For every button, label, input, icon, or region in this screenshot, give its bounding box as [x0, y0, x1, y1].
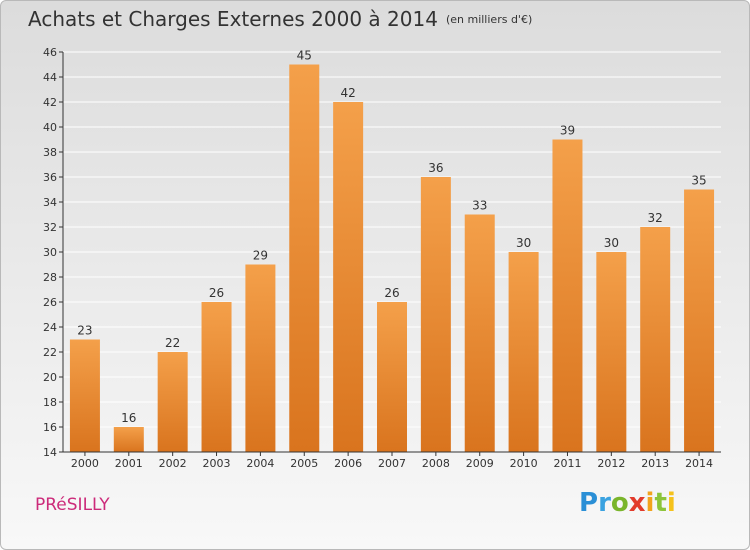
value-label: 32: [648, 211, 663, 225]
x-tick-label: 2013: [641, 457, 669, 470]
value-label: 33: [472, 199, 487, 213]
value-label: 29: [253, 249, 268, 263]
x-tick-label: 2010: [510, 457, 538, 470]
bar: [289, 64, 320, 452]
bars: [69, 64, 715, 452]
y-tick-label: 16: [43, 421, 57, 434]
bar: [684, 189, 715, 452]
value-label: 39: [560, 124, 575, 138]
bar: [596, 252, 627, 452]
bar: [377, 302, 407, 452]
bar: [464, 214, 495, 452]
logo-letter: P: [579, 488, 599, 518]
x-tick-label: 2008: [422, 457, 450, 470]
value-labels: 23 16 22 26 29 45 42 26 36 33 30 39 30 32 35: [77, 49, 706, 426]
value-label: 30: [516, 236, 531, 250]
value-label: 16: [121, 411, 136, 425]
bar: [113, 427, 144, 452]
y-tick-label: 44: [43, 71, 57, 84]
bar: [245, 264, 276, 452]
value-label: 45: [297, 49, 312, 63]
logo-letter: i: [645, 488, 655, 518]
x-tick-label: 2012: [597, 457, 625, 470]
y-tick-label: 30: [43, 246, 57, 259]
y-tick-label: 14: [43, 446, 57, 459]
value-label: 22: [165, 336, 180, 350]
y-tick-label: 28: [43, 271, 57, 284]
value-label: 36: [428, 161, 443, 175]
y-tick-label: 36: [43, 171, 57, 184]
x-tick-label: 2014: [685, 457, 713, 470]
axes: 14 16 18 20 22 24 26 28 30 32 34 36 38 40 42 44 46 2000 20…: [43, 46, 721, 470]
x-tick-label: 2007: [378, 457, 406, 470]
value-label: 42: [340, 86, 355, 100]
x-tick-label: 2002: [159, 457, 187, 470]
bar: [157, 352, 188, 452]
y-tick-label: 42: [43, 96, 57, 109]
chart-unit: (en milliers d'€): [445, 13, 533, 26]
y-tick-label: 34: [43, 196, 57, 209]
chart-title: Achats et Charges Externes 2000 à 2014 (e…: [28, 7, 532, 31]
y-tick-label: 38: [43, 146, 57, 159]
y-tick-label: 32: [43, 221, 57, 234]
x-tick-label: 2009: [466, 457, 494, 470]
bar: [69, 339, 100, 452]
y-tick-label: 20: [43, 371, 57, 384]
proxiti-logo[interactable]: Proxiti: [579, 488, 676, 518]
logo-letter: i: [666, 488, 676, 518]
y-tick-label: 46: [43, 46, 57, 59]
bar: [420, 177, 451, 452]
value-label: 26: [384, 286, 399, 300]
x-tick-label: 2006: [334, 457, 362, 470]
bar: [333, 102, 364, 452]
bar: [640, 227, 671, 452]
x-tick-label: 2001: [115, 457, 143, 470]
commune-name: PRéSILLY: [35, 495, 110, 515]
logo-letter: x: [628, 488, 646, 518]
x-tick-label: 2011: [553, 457, 581, 470]
y-tick-label: 26: [43, 296, 57, 309]
value-label: 35: [691, 174, 706, 188]
x-tick-label: 2005: [290, 457, 318, 470]
y-tick-label: 40: [43, 121, 57, 134]
x-tick-label: 2004: [246, 457, 274, 470]
value-label: 26: [209, 286, 224, 300]
x-tick-label: 2003: [203, 457, 231, 470]
bar: [508, 252, 539, 452]
y-tick-label: 18: [43, 396, 57, 409]
logo-letter: t: [654, 488, 667, 518]
chart-title-text: Achats et Charges Externes 2000 à 2014: [28, 7, 438, 31]
bar: [201, 302, 232, 452]
value-label: 30: [604, 236, 619, 250]
value-label: 23: [77, 324, 92, 338]
logo-letter: o: [610, 488, 629, 518]
logo-letter: r: [598, 488, 611, 518]
x-tick-label: 2000: [71, 457, 99, 470]
bar: [552, 139, 583, 452]
y-tick-label: 24: [43, 321, 57, 334]
y-tick-label: 22: [43, 346, 57, 359]
